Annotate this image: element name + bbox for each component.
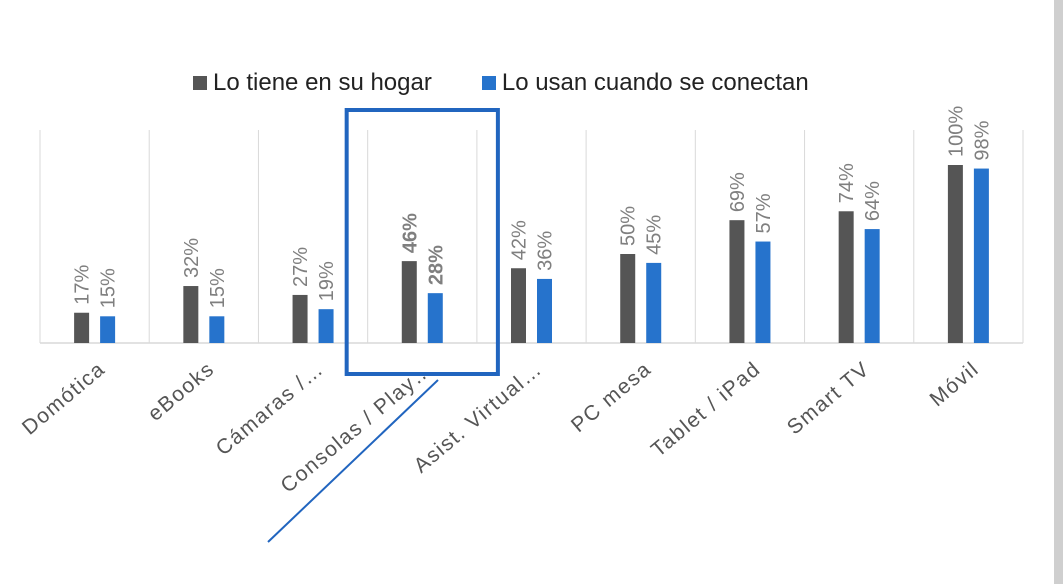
x-tick-label: eBooks: [144, 357, 219, 425]
data-label: 69%: [727, 172, 749, 212]
data-label: 19%: [316, 261, 338, 301]
bar-series-1: [729, 220, 745, 343]
data-label: 15%: [98, 268, 120, 308]
data-label: 15%: [207, 268, 229, 308]
data-label: 74%: [836, 163, 858, 203]
bar-series-2: [100, 316, 116, 343]
data-label: 28%: [425, 245, 447, 285]
highlight-underline: [267, 379, 439, 543]
bar-series-2: [646, 262, 662, 343]
data-label: 45%: [644, 215, 666, 255]
legend-label-series-2: Lo usan cuando se conectan: [501, 69, 809, 96]
bar-series-1: [511, 268, 526, 343]
highlight-box: [344, 108, 500, 376]
data-label: 57%: [753, 193, 775, 233]
data-label: 100%: [945, 106, 967, 157]
data-label: 50%: [618, 206, 640, 246]
data-label: 64%: [862, 181, 884, 221]
data-label: 98%: [971, 120, 993, 160]
bar-series-2: [755, 241, 771, 343]
data-label: 36%: [535, 231, 557, 271]
x-tick-label: Móvil: [926, 357, 984, 411]
data-label: 46%: [399, 213, 421, 253]
bar-series-1: [74, 312, 90, 343]
bar-series-1: [620, 254, 636, 343]
bar-series-2: [864, 229, 880, 343]
bar-series-1: [401, 261, 417, 343]
x-tick-label: Smart TV: [783, 357, 875, 439]
x-tick-label: Cámaras /…: [212, 357, 329, 460]
x-tick-label: Domótica: [18, 357, 110, 439]
bar-series-1: [183, 286, 199, 343]
bar-series-2: [537, 278, 552, 343]
legend-item-series-2: Lo usan cuando se conectan: [481, 69, 809, 97]
data-label: 17%: [72, 264, 94, 304]
bar-series-1: [838, 211, 854, 343]
x-tick-label: PC mesa: [567, 357, 656, 437]
bar-series-2: [318, 309, 334, 343]
bar-series-2: [427, 293, 443, 343]
legend-swatch-series-1: [193, 76, 207, 90]
bar-series-1: [947, 165, 963, 343]
data-label: 42%: [509, 220, 531, 260]
data-label: 27%: [290, 247, 312, 287]
bar-series-2: [209, 316, 225, 343]
bar-series-2: [973, 168, 989, 343]
data-label: 32%: [181, 238, 203, 278]
x-tick-label: Tablet / iPad: [647, 357, 765, 461]
legend-item-series-1: Lo tiene en su hogar: [193, 69, 432, 97]
legend-label-series-1: Lo tiene en su hogar: [213, 69, 432, 96]
legend: Lo tiene en su hogar Lo usan cuando se c…: [193, 68, 859, 98]
window-edge: [1054, 0, 1063, 584]
bar-series-1: [292, 294, 308, 343]
legend-swatch-series-2: [481, 76, 496, 90]
